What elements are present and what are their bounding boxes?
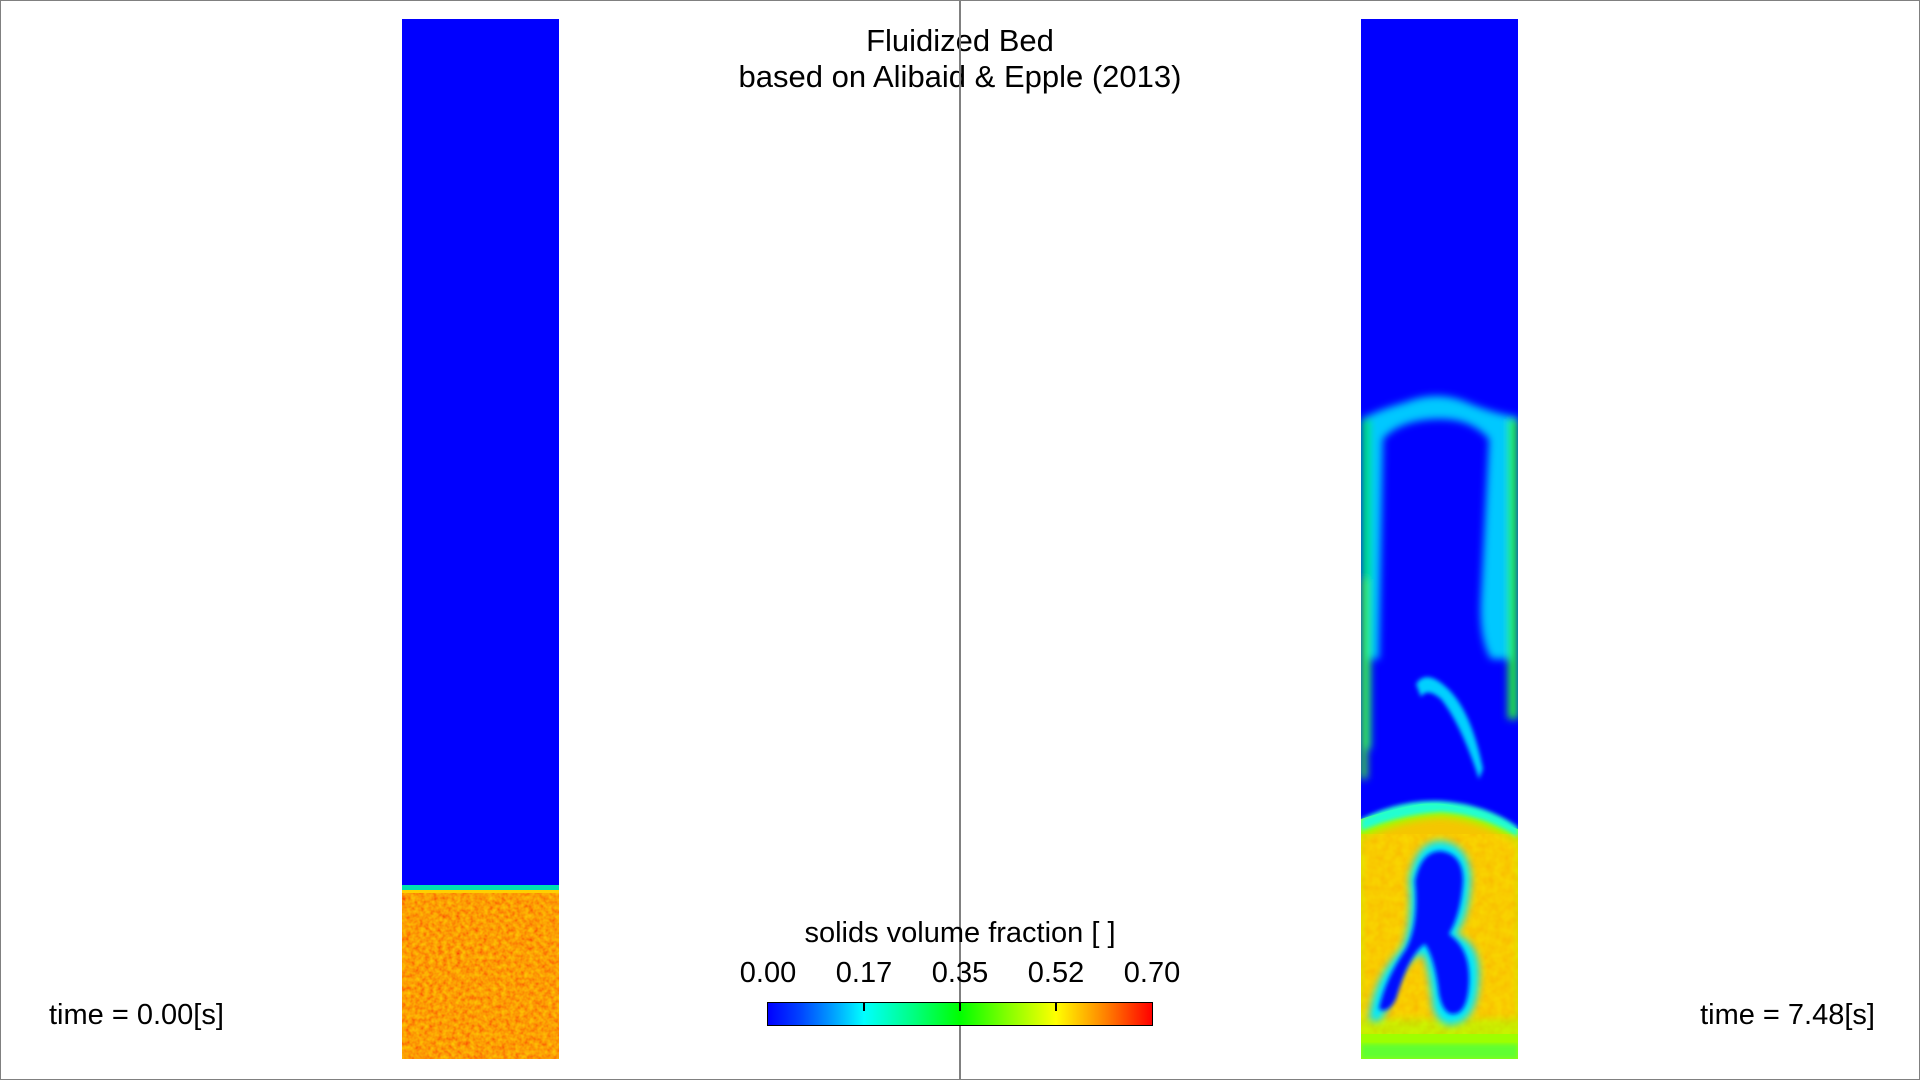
colorbar-tick-label: 0.35 (931, 957, 989, 989)
bed-interface (1361, 800, 1518, 837)
fluidized-bed-right-column (1361, 19, 1518, 1059)
colorbar-tick-mark (959, 1002, 961, 1011)
colorbar-tick-label: 0.52 (1027, 957, 1085, 989)
bottom-rim (1361, 1044, 1518, 1059)
left-column-contour (402, 19, 559, 1059)
bed-interface (402, 885, 559, 890)
solids-streak (1416, 677, 1483, 779)
time-label-left: time = 0.00[s] (49, 999, 224, 1031)
packed-bed-texture (402, 885, 559, 1059)
colorbar-title: solids volume fraction [ ] (804, 917, 1116, 949)
colorbar-tick-mark (1055, 1002, 1057, 1011)
panel-divider (959, 0, 961, 1080)
bottom-bubble (1369, 841, 1480, 1025)
time-label-right: time = 7.48[s] (1700, 999, 1875, 1031)
colorbar-tick-label: 0.70 (1123, 957, 1181, 989)
colorbar-tick-label: 0.17 (835, 957, 893, 989)
colorbar-tick-label: 0.00 (739, 957, 797, 989)
right-column-contour (1361, 19, 1518, 1059)
large-bubble-walls (1361, 395, 1518, 779)
bed-interface-edge (402, 890, 559, 893)
fluidized-bed-left-column (402, 19, 559, 1059)
colorbar-tick-mark (863, 1002, 865, 1011)
